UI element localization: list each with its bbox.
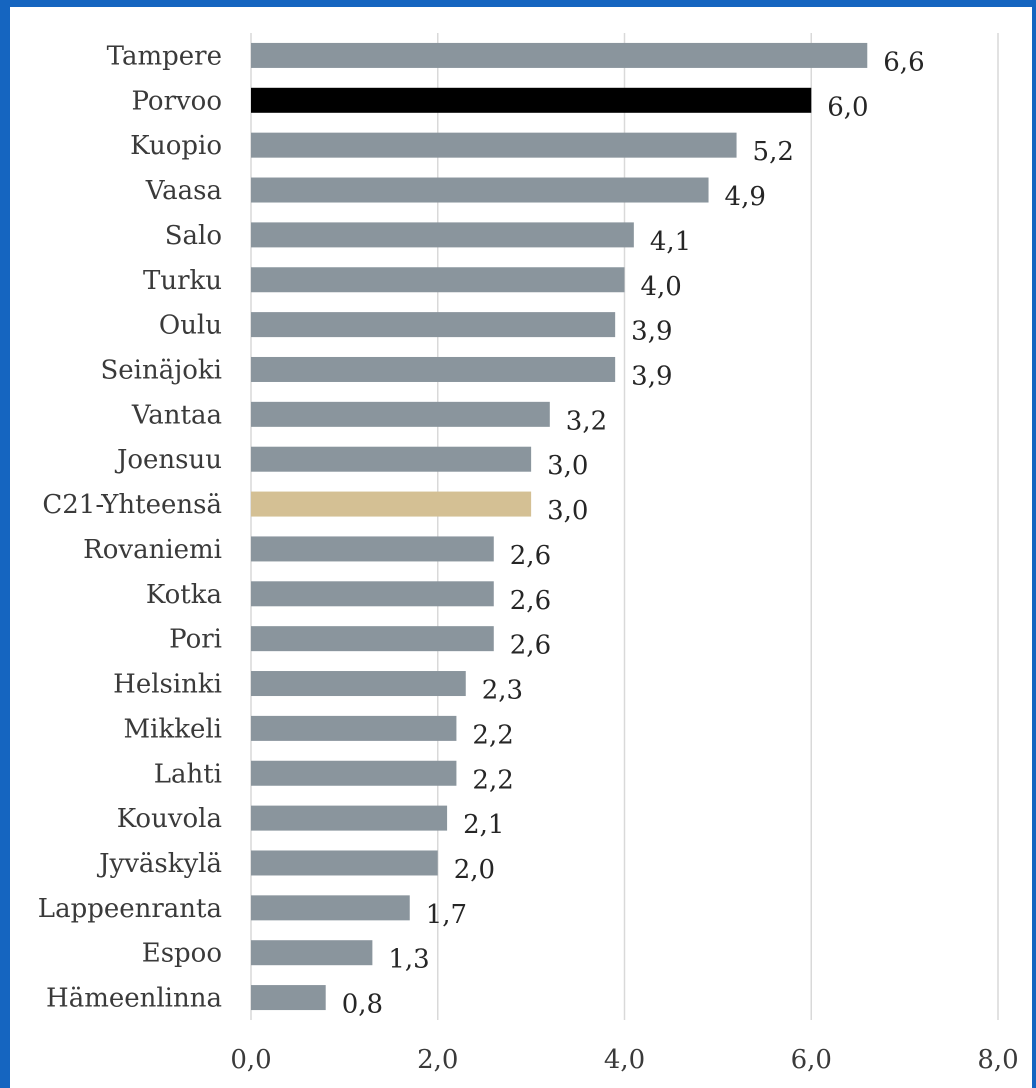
category-label: Turku [143,266,222,296]
category-label: Helsinki [113,670,222,700]
category-label: Vaasa [145,176,222,206]
value-label: 4,0 [641,272,682,302]
value-label: 3,0 [547,496,588,526]
value-label: 3,9 [631,361,672,391]
value-label: 2,1 [463,810,504,840]
category-label: Kuopio [130,131,222,161]
bar [251,940,373,966]
bar [251,760,457,786]
category-label: Lappeenranta [38,894,222,924]
bar [251,267,625,293]
value-label: 3,0 [547,451,588,481]
category-label: Joensuu [114,445,222,475]
bar [251,87,812,113]
value-label: 4,9 [725,182,766,212]
value-label: 2,6 [510,631,551,661]
value-label: 2,6 [510,541,551,571]
bar [251,222,634,248]
category-label: Pori [169,625,222,655]
bar [251,132,737,158]
bar [251,491,532,517]
category-label: Tampere [107,41,222,71]
bars [251,42,868,1011]
category-label: Espoo [142,939,222,969]
category-label: Salo [165,221,222,251]
bar [251,715,457,741]
category-label: C21-Yhteensä [42,490,222,520]
bar [251,805,448,831]
value-label: 4,1 [650,227,691,257]
value-label: 3,2 [566,406,607,436]
bar [251,42,868,68]
value-label: 2,2 [472,765,513,795]
category-label: Jyväskylä [96,849,222,879]
category-label: Mikkeli [124,714,222,744]
category-labels: Tampere Porvoo Kuopio Vaasa Salo Turku Oulu Sei… [38,41,222,1013]
value-label: 6,0 [827,92,868,122]
bar [251,446,532,472]
value-label: 2,2 [472,720,513,750]
x-tick-label: 8,0 [977,1045,1018,1075]
bar [251,895,410,921]
bar [251,177,709,203]
category-label: Rovaniemi [83,535,222,565]
category-label: Kotka [146,580,222,610]
category-label: Seinäjoki [100,355,222,385]
value-label: 6,6 [883,47,924,77]
category-label: Vantaa [131,400,222,430]
x-axis-ticks: 0,0 2,0 4,0 6,0 8,0 [230,1045,1018,1075]
value-labels: 6,6 6,0 5,2 4,9 4,1 4,0 3,9 3,9 3,2 3,0 3,0 2,6 2,6 2… [342,47,925,1019]
bar [251,401,550,427]
x-tick-label: 6,0 [791,1045,832,1075]
value-label: 2,6 [510,586,551,616]
value-label: 0,8 [342,990,383,1020]
x-tick-label: 0,0 [230,1045,271,1075]
value-label: 2,0 [454,855,495,885]
bar [251,536,494,562]
category-label: Kouvola [117,804,222,834]
category-label: Lahti [154,759,222,789]
category-label: Hämeenlinna [46,984,222,1014]
bar [251,850,438,876]
value-label: 1,7 [426,900,467,930]
bar [251,985,326,1011]
value-label: 5,2 [753,137,794,167]
value-label: 1,3 [388,945,429,975]
x-tick-label: 2,0 [417,1045,458,1075]
bar [251,356,616,382]
bar [251,312,616,338]
bar [251,671,466,697]
value-label: 2,3 [482,676,523,706]
category-label: Oulu [159,311,222,341]
bar [251,581,494,607]
category-label: Porvoo [131,86,222,116]
value-label: 3,9 [631,317,672,347]
bar [251,626,494,652]
x-tick-label: 4,0 [604,1045,645,1075]
